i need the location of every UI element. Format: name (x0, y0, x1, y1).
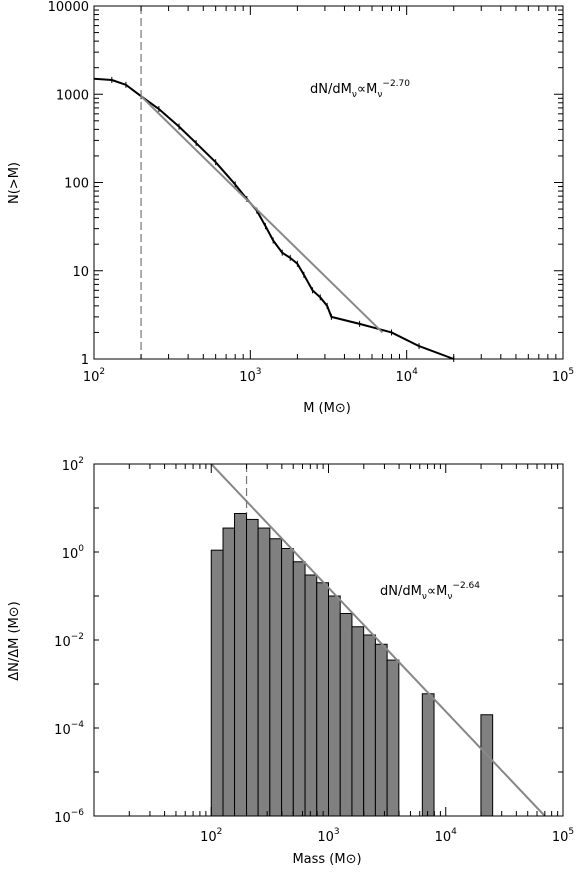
bottom-annotation-sub2: ν (447, 592, 452, 602)
bottom-y-tick-label: 102 (62, 456, 84, 474)
histogram-bar (222, 527, 236, 817)
bottom-y-tick-label: 10−4 (54, 720, 84, 738)
top-cumulative-series (93, 77, 455, 360)
bottom-annotation-sub: ν (422, 592, 427, 602)
top-y-tick-label: 1000 (56, 88, 89, 103)
bottom-y-tick-label: 10−6 (54, 808, 84, 826)
top-annotation-sub: ν (352, 90, 357, 100)
top-axis-ticks: 102 103 104 105 1 10 100 1000 10000 (48, 0, 575, 385)
histogram-bar (210, 549, 224, 817)
top-annotation-sub2: ν (377, 90, 382, 100)
histogram-bar (386, 659, 400, 817)
histogram-bar (281, 548, 294, 817)
top-series-group (93, 75, 455, 362)
bottom-axis-ticks: 102 103 104 105 102 100 10−2 10−4 10−6 (54, 456, 574, 845)
top-x-tick-label: 102 (83, 367, 105, 385)
top-y-tick-label: 1 (81, 353, 89, 368)
top-y-tick-label: 100 (64, 177, 89, 192)
top-x-axis-label: M (M⊙) (303, 401, 351, 416)
bottom-fit-line (210, 463, 546, 817)
bottom-x-tick-label: 102 (200, 827, 222, 845)
top-y-tick-label: 10 (72, 265, 89, 280)
bottom-y-tick-label: 10−2 (54, 632, 84, 650)
histogram-bar (316, 582, 330, 817)
top-annotation: dN/dMν∝Mν−2.70 (310, 79, 410, 100)
bottom-annotation-power: −2.64 (452, 581, 480, 591)
histogram-bar (269, 538, 283, 817)
histogram-bar (480, 714, 494, 817)
histogram-bar (421, 693, 435, 817)
bottom-panel: 102 103 104 105 102 100 10−2 10−4 10−6 Mass (M⊙)… (7, 456, 574, 867)
histogram-bar (304, 574, 318, 817)
histogram-bar (339, 613, 353, 817)
bottom-y-axis-label: ΔN/ΔM (M⊙) (7, 601, 22, 681)
top-y-tick-label: 10000 (48, 0, 89, 15)
bottom-x-tick-label: 104 (435, 827, 458, 845)
bottom-x-axis-label: Mass (M⊙) (292, 852, 361, 867)
histogram-bar (374, 643, 388, 817)
top-x-tick-label: 103 (239, 367, 261, 385)
bottom-annotation: dN/dMν∝Mν−2.64 (380, 581, 480, 602)
top-fit-line (140, 95, 384, 334)
bottom-annotation-main: dN/dM (380, 584, 422, 599)
top-y-axis-label: N(>M) (7, 162, 22, 204)
bottom-bars-group (210, 512, 494, 817)
top-plot-frame (93, 5, 564, 360)
histogram-bar (363, 634, 376, 817)
top-x-tick-label: 105 (552, 367, 574, 385)
histogram-bar (257, 527, 271, 817)
bottom-x-tick-label: 103 (317, 827, 339, 845)
bottom-annotation-mid: ∝M (427, 584, 448, 599)
histogram-bar (351, 626, 365, 817)
top-annotation-main: dN/dM (310, 82, 352, 97)
histogram-bar (292, 561, 306, 817)
histogram-bar (328, 595, 341, 817)
top-annotation-power: −2.70 (382, 79, 410, 89)
bottom-x-tick-label: 105 (552, 827, 574, 845)
top-x-tick-label: 104 (396, 367, 419, 385)
top-annotation-mid: ∝M (357, 82, 378, 97)
bottom-y-tick-label: 100 (62, 544, 85, 562)
histogram-bar (234, 512, 248, 817)
top-panel: 102 103 104 105 1 10 100 1000 10000 M (M⊙) N(>M)… (7, 0, 574, 416)
histogram-bar (246, 518, 259, 817)
